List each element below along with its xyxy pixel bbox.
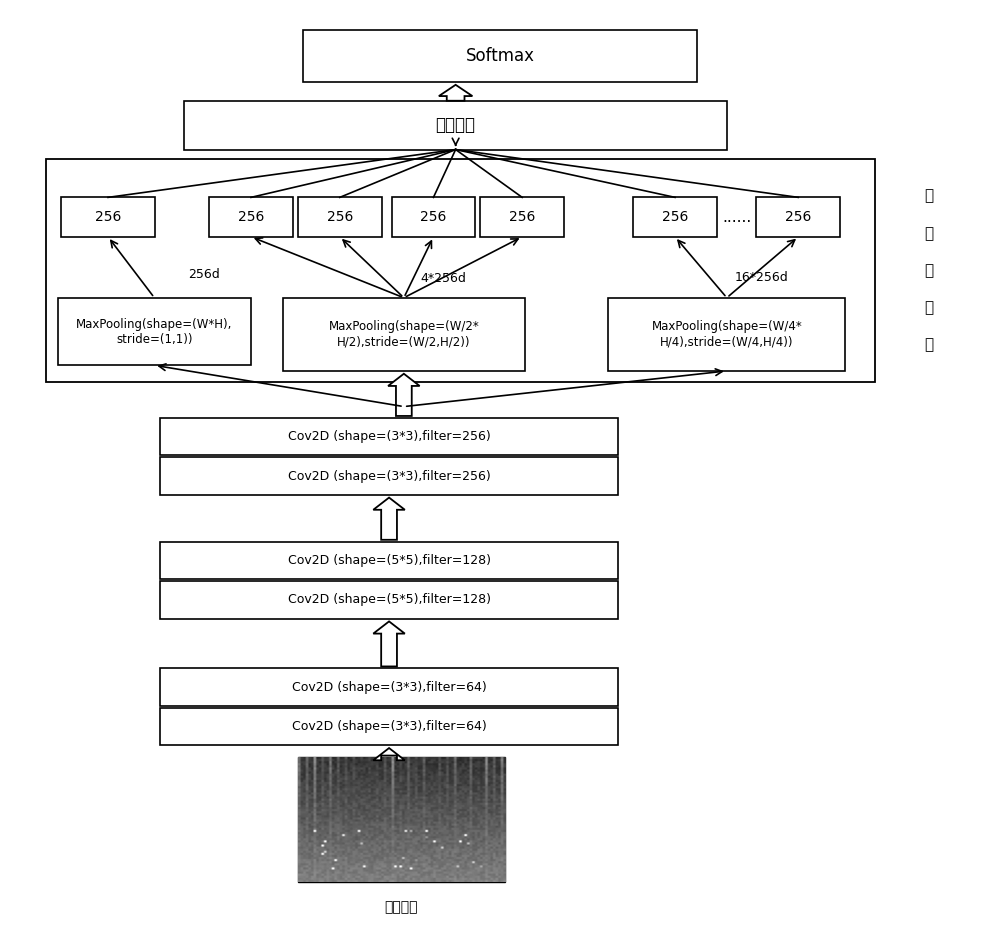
Bar	[633, 197, 717, 237]
Text: 256d: 256d	[188, 268, 220, 281]
Text: ......: ......	[722, 209, 751, 225]
Text: 改: 改	[924, 188, 934, 204]
Text: 全连接层: 全连接层	[436, 116, 476, 134]
Bar	[46, 159, 875, 382]
Polygon shape	[373, 498, 405, 540]
Text: 256: 256	[238, 210, 264, 224]
Text: MaxPooling(shape=(W/4*
H/4),stride=(W/4,H/4)): MaxPooling(shape=(W/4* H/4),stride=(W/4,…	[651, 320, 802, 348]
Text: 4*256d: 4*256d	[420, 272, 466, 286]
Bar	[160, 542, 618, 579]
Bar	[392, 197, 475, 237]
Bar	[160, 707, 618, 745]
Text: 16*256d: 16*256d	[734, 270, 788, 284]
Bar	[480, 197, 564, 237]
Text: Cov2D (shape=(3*3),filter=64): Cov2D (shape=(3*3),filter=64)	[292, 720, 486, 733]
Text: 梅尔谱图: 梅尔谱图	[385, 901, 418, 915]
Bar	[283, 298, 525, 371]
Text: 256: 256	[662, 210, 688, 224]
Text: 进: 进	[924, 226, 934, 241]
Bar	[209, 197, 293, 237]
Text: 256: 256	[327, 210, 353, 224]
Polygon shape	[373, 622, 405, 666]
Text: 256: 256	[509, 210, 535, 224]
Text: MaxPooling(shape=(W*H),
stride=(1,1)): MaxPooling(shape=(W*H), stride=(1,1))	[76, 318, 233, 346]
Bar	[298, 197, 382, 237]
Text: Cov2D (shape=(5*5),filter=128): Cov2D (shape=(5*5),filter=128)	[288, 554, 491, 567]
Bar	[184, 101, 727, 149]
Bar	[61, 197, 155, 237]
Polygon shape	[388, 374, 420, 416]
Text: 256: 256	[420, 210, 447, 224]
Text: 池: 池	[924, 263, 934, 278]
Polygon shape	[373, 748, 405, 761]
Text: Cov2D (shape=(3*3),filter=256): Cov2D (shape=(3*3),filter=256)	[288, 469, 490, 483]
Bar	[608, 298, 845, 371]
Text: Cov2D (shape=(5*5),filter=128): Cov2D (shape=(5*5),filter=128)	[288, 593, 491, 606]
Text: 化: 化	[924, 300, 934, 315]
Bar	[58, 298, 251, 366]
Text: 层: 层	[924, 337, 934, 352]
Bar	[160, 668, 618, 705]
Text: Cov2D (shape=(3*3),filter=64): Cov2D (shape=(3*3),filter=64)	[292, 681, 486, 694]
Polygon shape	[439, 85, 472, 101]
Bar	[298, 758, 505, 883]
Text: 256: 256	[785, 210, 811, 224]
Bar	[160, 457, 618, 495]
Text: MaxPooling(shape=(W/2*
H/2),stride=(W/2,H/2)): MaxPooling(shape=(W/2* H/2),stride=(W/2,…	[328, 320, 479, 348]
Text: Cov2D (shape=(3*3),filter=256): Cov2D (shape=(3*3),filter=256)	[288, 430, 490, 443]
Bar	[303, 30, 697, 82]
Bar	[160, 418, 618, 455]
Bar	[160, 581, 618, 619]
Text: Softmax: Softmax	[466, 48, 534, 65]
Text: 256: 256	[95, 210, 121, 224]
Bar	[756, 197, 840, 237]
